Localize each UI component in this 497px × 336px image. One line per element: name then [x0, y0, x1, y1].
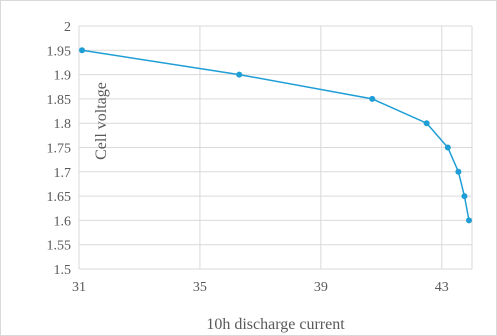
y-axis-ticks: 1.5 1.55 1.6 1.65 1.7 1.75 1.8 1.85 1.9 1.95 2 — [47, 20, 72, 278]
y-tick-label: 1.5 — [54, 263, 72, 278]
y-tick-label: 1.8 — [54, 117, 72, 132]
y-tick-label: 1.65 — [47, 190, 72, 205]
series-layer — [79, 47, 472, 224]
x-tick-label: 39 — [314, 280, 328, 295]
series-line — [81, 49, 470, 221]
x-tick-label: 31 — [72, 280, 86, 295]
y-tick-label: 1.85 — [47, 93, 72, 108]
grid-lines — [78, 25, 473, 270]
x-axis-ticks: 31 35 39 43 — [72, 280, 449, 295]
data-point — [423, 120, 430, 127]
data-point — [455, 168, 462, 175]
x-axis-title: 10h discharge current — [206, 316, 345, 333]
x-tick-label: 35 — [193, 280, 207, 295]
y-tick-label: 1.75 — [47, 142, 72, 157]
y-tick-label: 1.95 — [47, 44, 72, 59]
y-tick-label: 1.6 — [54, 214, 72, 229]
y-tick-label: 1.55 — [47, 239, 72, 254]
y-tick-label: 1.7 — [54, 166, 72, 181]
data-point — [236, 71, 243, 78]
data-point — [461, 193, 468, 200]
data-point — [444, 144, 451, 151]
y-axis-title: Cell voltage — [93, 82, 110, 160]
y-tick-label: 2 — [64, 20, 71, 35]
data-point — [369, 95, 376, 102]
data-point — [465, 217, 472, 224]
x-tick-label: 43 — [435, 280, 449, 295]
data-point — [79, 47, 86, 54]
y-tick-label: 1.9 — [54, 69, 72, 84]
